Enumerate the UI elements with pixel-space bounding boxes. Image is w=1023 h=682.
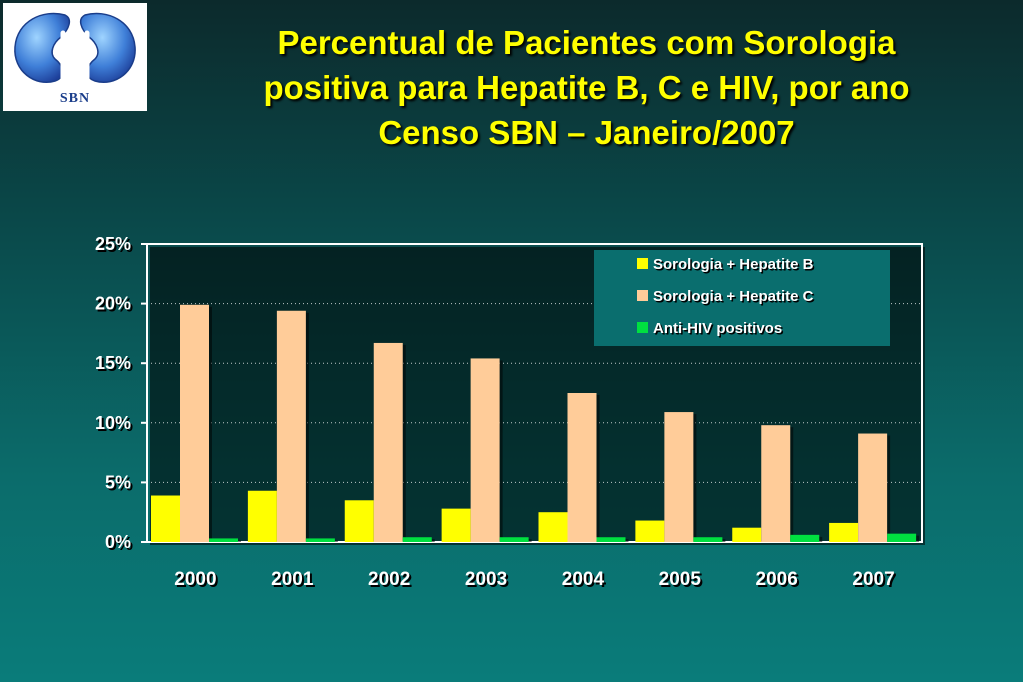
bar [732,527,762,542]
x-tick-label: 2007 [852,569,894,590]
bar [470,358,500,542]
x-tick-label: 2004 [562,569,605,590]
x-tick-label-shadow: 2003 [467,571,509,592]
bar [693,537,723,542]
logo-text: SBN [59,91,91,106]
y-tick-label-shadow: 10% [97,415,133,435]
x-tick-label-shadow: 2004 [564,571,607,592]
title-line-3: Censo SBN – Janeiro/2007 [378,114,795,151]
bar [664,412,694,542]
title-line-2: positiva para Hepatite B, C e HIV, por a… [263,69,910,106]
legend-label: Anti-HIV positivos [653,320,782,337]
bar [373,342,403,542]
bar [247,490,277,542]
bar [180,304,209,542]
bar [761,425,791,542]
bar [441,508,471,542]
y-tick-label: 15% [95,353,131,373]
bar [858,433,888,542]
legend-label-shadow: Anti-HIV positivos [655,322,784,339]
x-tick-label: 2001 [271,569,314,590]
y-tick-label: 25% [95,234,131,254]
bar [344,500,374,542]
x-tick-label: 2000 [174,569,216,590]
sbn-logo: SBN [3,3,147,111]
legend-swatch [637,258,648,269]
x-tick-label-shadow: 2000 [176,571,218,592]
plot-area-border [146,243,923,543]
y-tick-label-shadow: 25% [97,236,133,256]
bar [567,393,597,542]
bar [402,537,432,542]
bar [151,495,180,542]
x-tick-label-shadow: 2007 [854,571,896,592]
legend-label-shadow: Sorologia + Hepatite C [655,290,816,307]
x-tick-label-shadow: 2005 [661,571,704,592]
bar [209,538,238,542]
bar [499,537,529,542]
legend-label: Sorologia + Hepatite B [653,256,814,273]
x-tick-label: 2003 [465,569,507,590]
title-line-1: Percentual de Pacientes com Sorologia [277,24,896,61]
bar [305,538,335,542]
page-title: Percentual de Pacientes com Sorologia po… [150,20,1023,155]
x-tick-label-shadow: 2001 [273,571,316,592]
bar [635,520,665,542]
y-tick-label: 20% [95,294,131,314]
bar [887,533,917,542]
y-tick-label-shadow: 15% [97,355,133,375]
x-tick-label: 2006 [756,569,798,590]
y-tick-label-shadow: 20% [97,296,133,316]
legend-label-shadow: Sorologia + Hepatite B [655,258,816,275]
y-tick-label: 5% [105,472,131,492]
x-tick-label: 2005 [659,569,702,590]
legend-swatch [637,290,648,301]
x-tick-label-shadow: 2006 [758,571,800,592]
kidney-logo-icon [14,12,136,86]
x-tick-label-shadow: 2002 [370,571,412,592]
y-tick-label-shadow: 0% [107,534,133,554]
bar [538,512,568,542]
y-tick-label: 0% [105,532,131,552]
y-tick-label-shadow: 5% [107,474,133,494]
bar [276,310,306,542]
bar [829,522,859,542]
legend-label: Sorologia + Hepatite C [653,288,814,305]
x-tick-label: 2002 [368,569,410,590]
y-tick-label: 10% [95,413,131,433]
bar [790,534,820,542]
bar [596,537,626,542]
legend-swatch [637,322,648,333]
